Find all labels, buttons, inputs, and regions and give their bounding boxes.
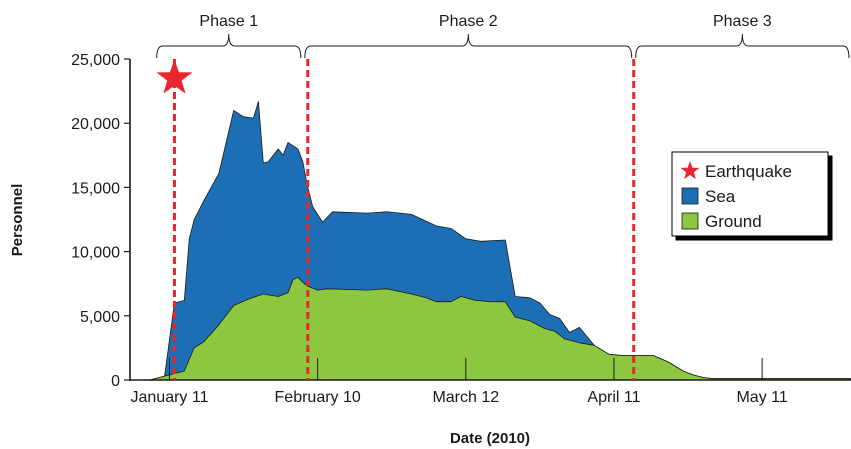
axis-layer: 0 5,000 10,000 15,000 20,000 25,000 January 11… [71,52,851,406]
legend-items: Earthquake Sea Ground [680,161,792,231]
event-layer [156,59,636,380]
legend-label: Earthquake [705,162,792,181]
x-axis-title: Date (2010) [450,430,530,447]
phase-label: Phase 3 [713,13,772,30]
phase-layer: Phase 1 Phase 2 Phase 3 [156,13,850,59]
phase-label: Phase 1 [199,13,258,30]
legend-star-icon [680,161,700,180]
legend-swatch-sea [681,187,699,205]
x-tick-label: May 11 [736,389,787,406]
legend-label: Sea [705,187,736,206]
phase-brace [304,33,633,59]
phase-label: Phase 2 [439,13,498,30]
earthquake-star-icon [156,59,193,94]
y-tick-label: 5,000 [80,309,120,326]
x-tick-label: March 12 [432,389,499,406]
phase-brace [156,33,302,59]
phase-brace [635,33,850,59]
x-tick-label: January 11 [131,389,209,406]
legend-label: Ground [705,212,762,231]
y-axis-title: Personnel [9,184,26,257]
y-tick-label: 10,000 [71,245,120,262]
y-tick-label: 25,000 [71,52,120,69]
x-tick-label: February 10 [275,389,361,406]
y-tick-label: 20,000 [71,116,120,133]
area-layer [149,101,851,381]
legend-swatch-ground [681,212,699,230]
y-tick-label: 15,000 [71,180,120,197]
y-tick-label: 0 [111,373,120,390]
legend: Earthquake Sea Ground [671,151,829,237]
area-ground [149,276,851,381]
x-tick-label: April 11 [587,389,640,406]
